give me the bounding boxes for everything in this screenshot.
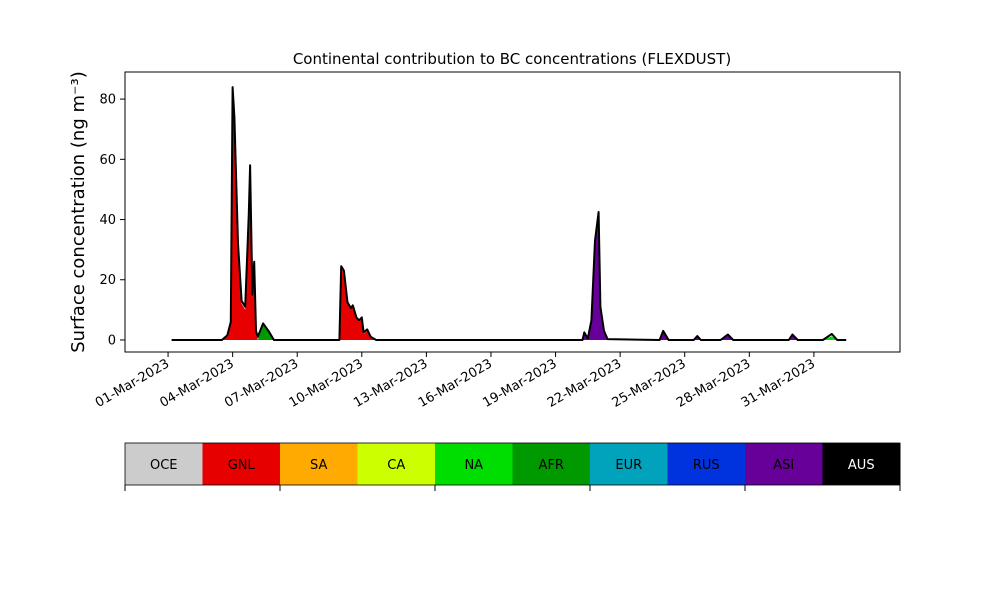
legend-label: NA — [464, 458, 483, 473]
legend-swatch-na — [435, 443, 513, 485]
legend-label: EUR — [615, 458, 642, 473]
legend-swatch-oce — [125, 443, 203, 485]
legend-swatch-eur — [590, 443, 668, 485]
total-line-layer — [171, 86, 847, 341]
legend-label: OCE — [150, 458, 178, 473]
area-asi — [582, 216, 798, 340]
legend-colorbar: OCE GNL SA CA NA AFR EUR RUS ASI AUS — [124, 442, 901, 491]
legend-label: GNL — [228, 458, 256, 473]
area-afr — [257, 324, 610, 340]
area-layer — [221, 99, 838, 340]
legend-label: ASI — [773, 458, 794, 473]
y-tick-label: 0 — [108, 333, 116, 348]
legend-label: CA — [387, 458, 405, 473]
area-na — [822, 336, 838, 340]
legend-label: AUS — [848, 458, 875, 473]
legend-swatch-gnl — [202, 443, 281, 485]
area-gnl — [221, 99, 377, 340]
legend-label: AFR — [539, 458, 564, 473]
legend-label: SA — [310, 458, 327, 473]
legend-swatch-aus — [822, 443, 901, 485]
legend-swatch-asi — [745, 443, 823, 485]
x-tick-label: 31-Mar-2023 — [739, 356, 818, 410]
legend-label: RUS — [693, 458, 720, 473]
y-tick-label: 40 — [99, 213, 116, 228]
legend-swatch-ca — [357, 443, 436, 485]
legend-swatch-sa — [280, 443, 358, 485]
y-tick-label: 20 — [99, 273, 116, 288]
total-line — [171, 86, 847, 341]
legend-frame — [124, 442, 901, 486]
legend-swatch-rus — [667, 443, 746, 485]
x-axis: 01-Mar-202304-Mar-202307-Mar-202310-Mar-… — [93, 352, 818, 411]
y-tick-label: 60 — [99, 153, 116, 168]
y-axis-label: Surface concentration (ng m⁻³) — [68, 71, 89, 353]
y-tick-label: 80 — [99, 93, 116, 108]
plot-frame — [124, 71, 901, 353]
legend-swatch-afr — [512, 443, 591, 485]
y-axis: 0 20 40 60 80 — [99, 93, 125, 348]
chart-title: Continental contribution to BC concentra… — [293, 50, 731, 68]
